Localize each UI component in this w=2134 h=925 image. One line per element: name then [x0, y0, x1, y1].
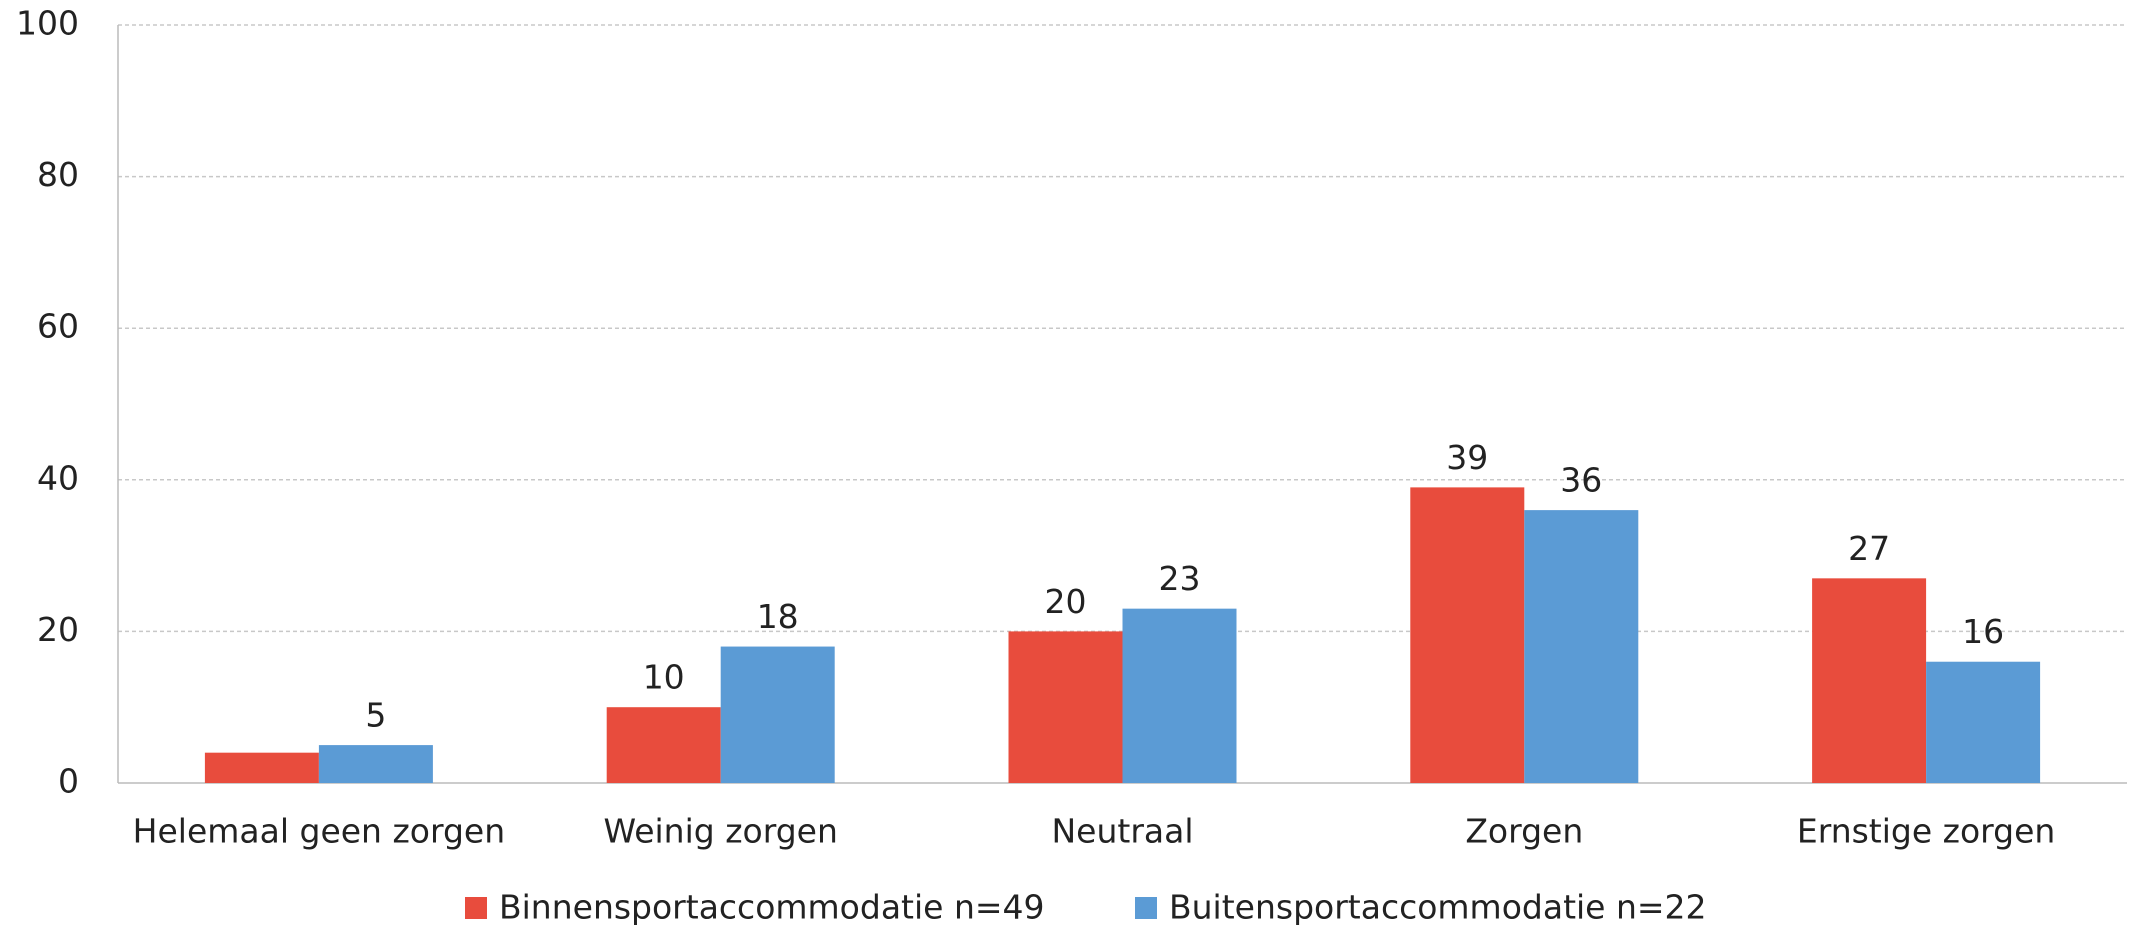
- bar: [606, 707, 721, 783]
- bar: [1410, 487, 1525, 783]
- y-tick-label: 80: [37, 155, 79, 194]
- data-label: 16: [1962, 612, 2004, 651]
- y-tick-label: 40: [37, 458, 79, 497]
- x-tick-label: Zorgen: [1465, 812, 1583, 851]
- data-label: 10: [643, 658, 685, 697]
- y-tick-label: 20: [37, 610, 79, 649]
- data-label: 5: [365, 696, 386, 735]
- x-tick-label: Helemaal geen zorgen: [133, 812, 505, 851]
- y-tick-label: 60: [37, 307, 79, 346]
- bar: [1524, 510, 1639, 783]
- y-tick-label: 100: [16, 4, 79, 43]
- legend-swatch: [1135, 897, 1157, 919]
- data-label: 27: [1848, 529, 1890, 568]
- data-label: 36: [1560, 461, 1602, 500]
- data-label: 20: [1045, 582, 1087, 621]
- legend-label: Binnensportaccommodatie n=49: [499, 888, 1045, 925]
- bar: [1926, 661, 2041, 783]
- bar: [318, 745, 433, 783]
- bar: [1008, 631, 1123, 783]
- legend-swatch: [465, 897, 487, 919]
- x-tick-label: Weinig zorgen: [604, 812, 838, 851]
- bar: [1812, 578, 1927, 783]
- y-tick-label: 0: [58, 762, 79, 801]
- bar: [204, 752, 319, 783]
- bar: [720, 646, 835, 783]
- x-tick-label: Ernstige zorgen: [1797, 812, 2055, 851]
- data-label: 18: [757, 597, 799, 636]
- legend-label: Buitensportaccommodatie n=22: [1169, 888, 1707, 925]
- bar: [1122, 608, 1237, 783]
- x-tick-label: Neutraal: [1051, 812, 1193, 851]
- data-label: 23: [1159, 559, 1201, 598]
- data-label: 39: [1446, 438, 1488, 477]
